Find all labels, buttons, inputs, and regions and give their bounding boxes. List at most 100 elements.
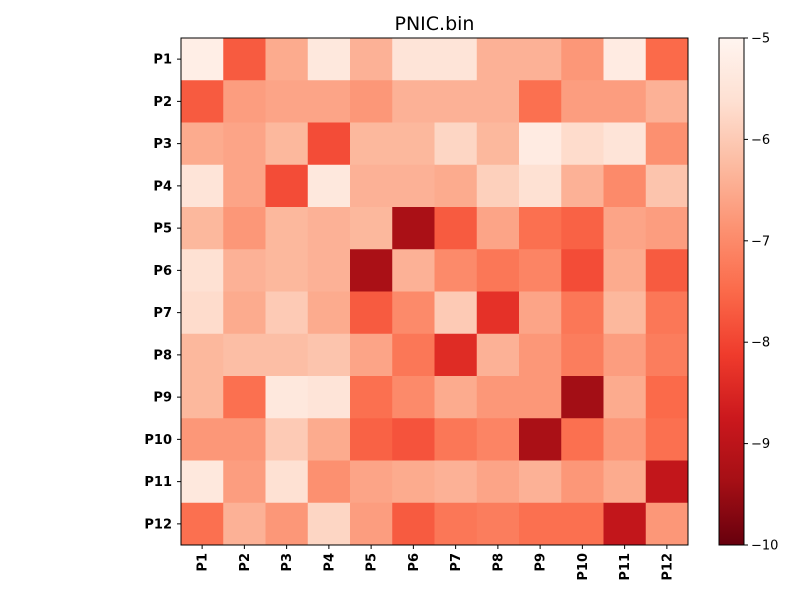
x-tick-label: P10 — [576, 553, 591, 581]
heatmap-cell-p5-p1 — [181, 207, 224, 250]
y-tick-label: P2 — [153, 95, 172, 110]
heatmap-cell-p6-p10 — [561, 249, 604, 292]
heatmap-cell-p3-p2 — [223, 122, 266, 166]
heatmap-cell-p11-p12 — [645, 460, 689, 504]
heatmap-cell-p10-p7 — [434, 418, 478, 461]
heatmap-cell-p10-p3 — [265, 418, 309, 461]
heatmap-cell-p4-p8 — [476, 164, 520, 208]
heatmap-cell-p4-p5 — [350, 164, 393, 208]
heatmap-cell-p6-p6 — [392, 249, 435, 292]
heatmap-cell-p10-p4 — [307, 418, 351, 461]
heatmap-cell-p11-p10 — [561, 460, 604, 504]
x-tick-label: P9 — [534, 553, 549, 572]
heatmap-cell-p1-p4 — [307, 38, 351, 81]
heatmap-cell-p7-p4 — [307, 291, 351, 335]
heatmap-cell-p7-p1 — [181, 291, 224, 335]
heatmap-cell-p9-p9 — [519, 376, 562, 419]
x-tick-label: P8 — [491, 553, 506, 572]
heatmap-cell-p3-p11 — [603, 122, 647, 166]
heatmap-cell-p2-p7 — [434, 80, 478, 123]
heatmap-cell-p3-p6 — [392, 122, 435, 166]
heatmap-cell-p10-p8 — [476, 418, 520, 461]
heatmap-cell-p6-p1 — [181, 249, 224, 292]
heatmap-cell-p1-p8 — [476, 38, 520, 81]
chart-title: PNIC.bin — [395, 13, 475, 35]
colorbar-ticks: −5 −6 −7 −8 −9 −10 — [744, 32, 778, 554]
heatmap-cell-p3-p9 — [519, 122, 562, 166]
heatmap-cell-p7-p10 — [561, 291, 604, 335]
y-tick-label: P5 — [153, 222, 172, 237]
heatmap-cell-p2-p3 — [265, 80, 309, 123]
x-axis-ticks: P1 P2 P3 P4 P5 P6 P7 P8 P9 P10 P11 P12 — [196, 545, 675, 581]
heatmap-cell-p11-p8 — [476, 460, 520, 504]
heatmap-cell-p1-p12 — [645, 38, 689, 81]
heatmap-cell-p1-p1 — [181, 38, 224, 81]
heatmap-cell-p12-p11 — [603, 502, 647, 546]
heatmap-cell-p12-p6 — [392, 502, 435, 546]
x-tick-label: P1 — [196, 553, 211, 572]
heatmap-cell-p5-p5 — [350, 207, 393, 250]
heatmap-cell-p1-p9 — [519, 38, 562, 81]
heatmap-cell-p2-p8 — [476, 80, 520, 123]
y-tick-label: P4 — [153, 179, 172, 194]
heatmap-cell-p7-p8 — [476, 291, 520, 335]
heatmap-cell-p2-p9 — [519, 80, 562, 123]
heatmap-cell-p10-p11 — [603, 418, 647, 461]
heatmap-cell-p12-p9 — [519, 502, 562, 546]
heatmap-cell-p10-p12 — [645, 418, 689, 461]
x-tick-label: P5 — [365, 553, 380, 572]
heatmap-cell-p8-p5 — [350, 333, 393, 377]
heatmap-cell-p9-p8 — [476, 376, 520, 419]
heatmap-cell-p4-p4 — [307, 164, 351, 208]
heatmap-cell-p4-p9 — [519, 164, 562, 208]
colorbar-tick-label: −5 — [751, 32, 770, 47]
colorbar-tick-label: −6 — [751, 133, 770, 148]
heatmap-cell-p3-p12 — [645, 122, 689, 166]
heatmap-cell-p1-p5 — [350, 38, 393, 81]
colorbar — [718, 37, 745, 546]
heatmap-cell-p4-p1 — [181, 164, 224, 208]
y-tick-label: P8 — [153, 348, 172, 363]
x-tick-label: P12 — [660, 553, 675, 581]
heatmap-cell-p1-p10 — [561, 38, 604, 81]
heatmap-cell-p10-p5 — [350, 418, 393, 461]
heatmap-cell-p8-p12 — [645, 333, 689, 377]
plot-frame — [180, 37, 689, 546]
x-tick-label: P2 — [238, 553, 253, 572]
colorbar-tick-label: −10 — [751, 539, 778, 554]
heatmap-cell-p12-p3 — [265, 502, 309, 546]
heatmap-cell-p5-p2 — [223, 207, 266, 250]
heatmap-cell-p11-p2 — [223, 460, 266, 504]
heatmap-cell-p3-p7 — [434, 122, 478, 166]
heatmap-cell-p5-p11 — [603, 207, 647, 250]
heatmap-cell-p6-p2 — [223, 249, 266, 292]
heatmap-cell-p9-p7 — [434, 376, 478, 419]
heatmap-cell-p2-p5 — [350, 80, 393, 123]
heatmap-cell-p3-p8 — [476, 122, 520, 166]
colorbar-tick-label: −8 — [751, 336, 770, 351]
heatmap-cell-p5-p9 — [519, 207, 562, 250]
heatmap-cell-p4-p11 — [603, 164, 647, 208]
heatmap-cell-p2-p12 — [645, 80, 689, 123]
heatmap-cell-p12-p12 — [645, 502, 689, 546]
heatmap-cell-p4-p6 — [392, 164, 435, 208]
heatmap-cell-p3-p3 — [265, 122, 309, 166]
heatmap-cell-p7-p9 — [519, 291, 562, 335]
heatmap-cell-p11-p6 — [392, 460, 435, 504]
heatmap-cell-p12-p4 — [307, 502, 351, 546]
y-tick-label: P11 — [144, 475, 172, 490]
heatmap-cell-p6-p8 — [476, 249, 520, 292]
heatmap-cell-p5-p12 — [645, 207, 689, 250]
heatmap-cell-p4-p3 — [265, 164, 309, 208]
heatmap-cell-p2-p4 — [307, 80, 351, 123]
heatmap-cell-p8-p8 — [476, 333, 520, 377]
y-tick-label: P6 — [153, 264, 172, 279]
heatmap-cell-p12-p10 — [561, 502, 604, 546]
heatmap-cell-p4-p10 — [561, 164, 604, 208]
heatmap-cell-p11-p11 — [603, 460, 647, 504]
heatmap-cell-p2-p1 — [181, 80, 224, 123]
heatmap-cell-p7-p3 — [265, 291, 309, 335]
heatmap-cell-p8-p10 — [561, 333, 604, 377]
y-tick-label: P1 — [153, 53, 172, 68]
